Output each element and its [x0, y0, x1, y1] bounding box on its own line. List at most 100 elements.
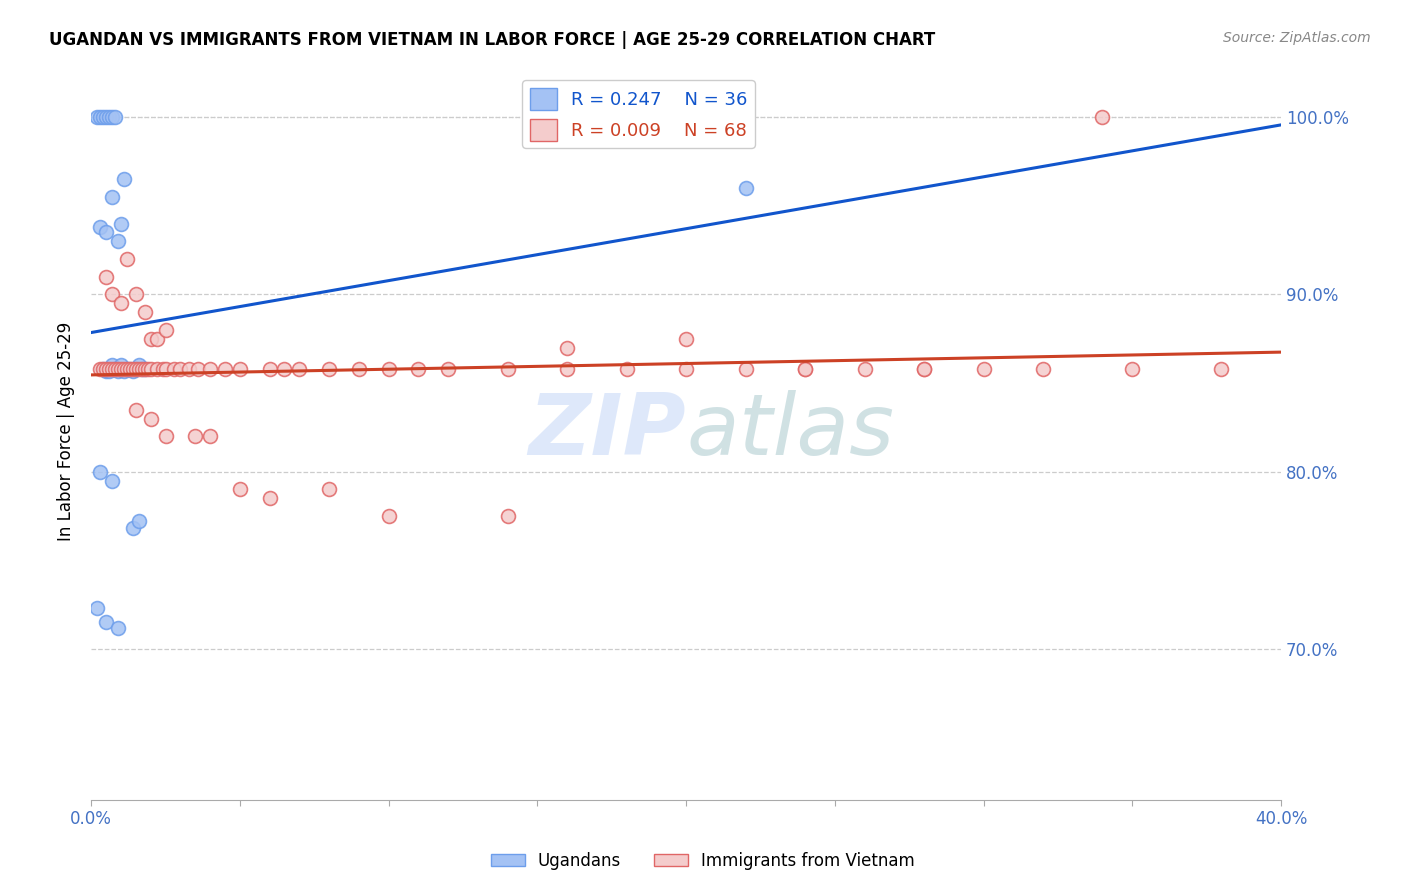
Point — [125, 287, 148, 301]
Point — [86, 601, 108, 615]
Point — [229, 483, 252, 497]
Point — [128, 359, 150, 373]
Point — [91, 362, 114, 376]
Point — [110, 296, 132, 310]
Point — [89, 110, 111, 124]
Point — [616, 362, 638, 376]
Point — [112, 172, 135, 186]
Point — [973, 362, 995, 376]
Point — [155, 362, 177, 376]
Point — [912, 362, 935, 376]
Point — [112, 362, 135, 376]
Point — [94, 615, 117, 630]
Point — [229, 362, 252, 376]
Point — [734, 181, 756, 195]
Point — [214, 362, 236, 376]
Point — [1091, 110, 1114, 124]
Point — [437, 362, 460, 376]
Point — [184, 429, 207, 443]
Point — [91, 362, 114, 376]
Point — [98, 362, 121, 376]
Point — [101, 190, 124, 204]
Point — [377, 508, 399, 523]
Point — [107, 362, 129, 376]
Point — [94, 269, 117, 284]
Point — [131, 362, 153, 376]
Point — [101, 359, 124, 373]
Point — [94, 110, 117, 124]
Point — [101, 362, 124, 376]
Point — [794, 362, 817, 376]
Point — [163, 362, 186, 376]
Point — [377, 362, 399, 376]
Point — [98, 110, 121, 124]
Point — [134, 305, 156, 319]
Point — [128, 362, 150, 376]
Point — [101, 474, 124, 488]
Point — [136, 362, 159, 376]
Point — [115, 362, 138, 376]
Point — [734, 362, 756, 376]
Point — [145, 332, 167, 346]
Point — [155, 429, 177, 443]
Point — [110, 359, 132, 373]
Point — [121, 364, 143, 378]
Text: ZIP: ZIP — [529, 391, 686, 474]
Point — [496, 508, 519, 523]
Point — [273, 362, 295, 376]
Point — [107, 621, 129, 635]
Point — [408, 362, 430, 376]
Point — [107, 234, 129, 248]
Point — [675, 362, 697, 376]
Point — [115, 362, 138, 376]
Point — [912, 362, 935, 376]
Point — [134, 362, 156, 376]
Point — [115, 252, 138, 266]
Point — [1211, 362, 1233, 376]
Point — [89, 220, 111, 235]
Point — [98, 364, 121, 378]
Text: Source: ZipAtlas.com: Source: ZipAtlas.com — [1223, 31, 1371, 45]
Point — [125, 362, 148, 376]
Text: UGANDAN VS IMMIGRANTS FROM VIETNAM IN LABOR FORCE | AGE 25-29 CORRELATION CHART: UGANDAN VS IMMIGRANTS FROM VIETNAM IN LA… — [49, 31, 935, 49]
Point — [259, 362, 281, 376]
Legend: R = 0.247    N = 36, R = 0.009    N = 68: R = 0.247 N = 36, R = 0.009 N = 68 — [522, 80, 755, 148]
Text: atlas: atlas — [686, 391, 894, 474]
Point — [139, 332, 162, 346]
Point — [125, 362, 148, 376]
Point — [94, 226, 117, 240]
Point — [118, 362, 141, 376]
Point — [145, 362, 167, 376]
Point — [91, 110, 114, 124]
Point — [347, 362, 370, 376]
Point — [555, 362, 578, 376]
Point — [94, 362, 117, 376]
Point — [198, 362, 221, 376]
Point — [853, 362, 876, 376]
Point — [155, 323, 177, 337]
Point — [107, 364, 129, 378]
Point — [198, 429, 221, 443]
Point — [125, 402, 148, 417]
Point — [1032, 362, 1054, 376]
Point — [104, 110, 127, 124]
Point — [104, 362, 127, 376]
Point — [131, 362, 153, 376]
Point — [121, 362, 143, 376]
Point — [288, 362, 311, 376]
Point — [179, 362, 201, 376]
Point — [121, 521, 143, 535]
Point — [89, 465, 111, 479]
Point — [496, 362, 519, 376]
Point — [318, 483, 340, 497]
Point — [101, 110, 124, 124]
Point — [1121, 362, 1143, 376]
Y-axis label: In Labor Force | Age 25-29: In Labor Force | Age 25-29 — [58, 322, 75, 541]
Point — [555, 341, 578, 355]
Point — [110, 362, 132, 376]
Point — [94, 364, 117, 378]
Point — [89, 362, 111, 376]
Point — [118, 362, 141, 376]
Point — [318, 362, 340, 376]
Legend: Ugandans, Immigrants from Vietnam: Ugandans, Immigrants from Vietnam — [485, 846, 921, 877]
